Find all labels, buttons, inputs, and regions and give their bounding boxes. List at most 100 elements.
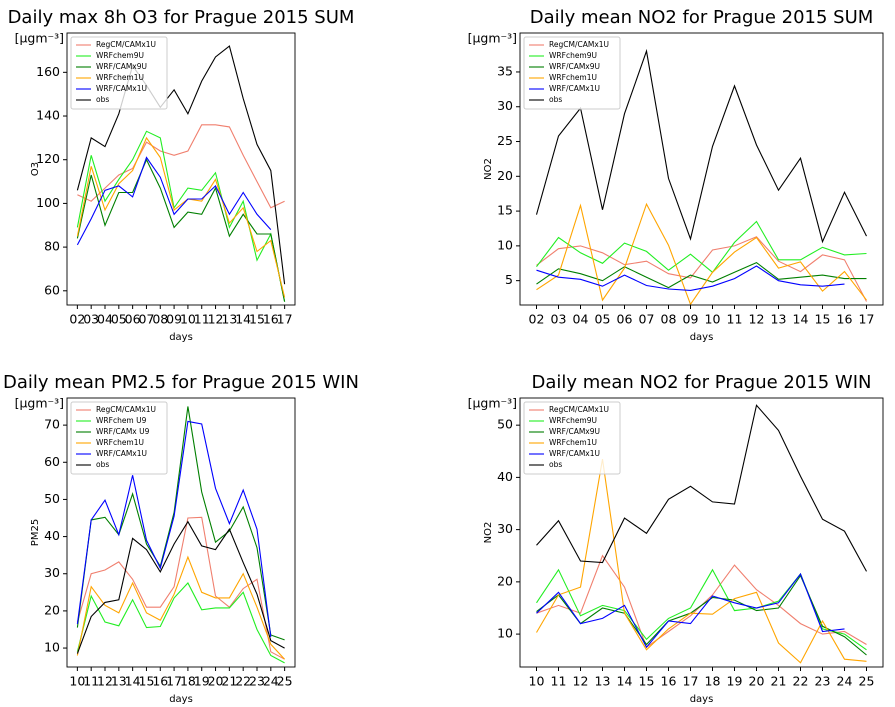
series-line [76,516,285,660]
legend-label: WRFchem9U [549,51,597,60]
y-tick-label: 25 [497,133,513,148]
legend-label: WRF/CAMx9U [549,427,600,436]
chart-title: Daily mean NO2 for Prague 2015 WIN [531,372,871,393]
x-tick-label: 20 [749,674,765,689]
x-tick-label: 10 [529,674,545,689]
x-tick-label: 15 [139,674,155,689]
x-tick-label: 06 [617,312,633,327]
x-tick-label: 08 [152,312,168,327]
x-tick-label: 18 [180,674,196,689]
x-tick-label: 04 [97,312,113,327]
series-line [76,406,285,641]
y-tick-label: 10 [497,626,513,641]
x-tick-label: 15 [249,312,265,327]
y-tick-label: 120 [36,151,60,166]
x-tick-label: 10 [180,312,196,327]
x-tick-label: 20 [208,674,224,689]
x-tick-label: 21 [221,674,237,689]
series-line [536,236,867,302]
x-tick-label: 03 [551,312,567,327]
chart-title: Daily mean NO2 for Prague 2015 SUM [530,7,874,28]
series-line [536,220,867,274]
legend-label: WRF/CAMx1U [549,449,600,458]
series-line [535,48,867,244]
legend-label: obs [96,95,109,104]
unit-label: [μgm⁻³] [468,31,517,46]
x-tick-label: 17 [859,312,875,327]
y-tick-label: 50 [497,417,513,432]
legend-label: obs [96,460,109,469]
subplot: Daily mean PM2.5 for Prague 2015 WIN [μgm… [3,372,359,705]
subplot: Daily mean NO2 for Prague 2015 WIN [μgm⁻³… [468,372,884,705]
legend-label: WRFchem9U [96,51,144,60]
x-tick-label: 06 [125,312,141,327]
x-axis-label: days [690,332,714,343]
x-tick-label: 17 [683,674,699,689]
x-tick-label: 12 [749,312,765,327]
axes-frame [519,397,884,668]
y-tick-label: 80 [44,239,60,254]
series-line [77,124,285,209]
x-tick-label: 22 [235,674,251,689]
y-tick-label: 40 [497,469,513,484]
series-line [536,572,845,649]
legend-label: WRFchem1U [549,73,597,82]
x-tick-label: 16 [661,674,677,689]
x-tick-label: 14 [617,674,633,689]
x-tick-label: 23 [815,674,831,689]
x-tick-label: 15 [815,312,831,327]
x-tick-label: 12 [208,312,224,327]
x-tick-label: 05 [595,312,611,327]
x-tick-label: 05 [111,312,127,327]
subplot: Daily max 8h O3 for Prague 2015 SUM [μgm⁻… [8,7,355,343]
legend-box [70,36,168,110]
series-line [536,574,867,656]
series-line [76,158,286,302]
x-tick-label: 13 [771,312,787,327]
x-axis-label: days [169,332,193,343]
x-tick-label: 13 [595,674,611,689]
x-tick-label: 12 [573,674,589,689]
x-tick-label: 23 [249,674,265,689]
series-line [536,554,867,649]
series-line [76,520,285,654]
series-line [76,156,272,246]
y-tick-label: 30 [497,521,513,536]
x-tick-label: 15 [639,674,655,689]
y-tick-label: 10 [44,640,60,655]
unit-label: [μgm⁻³] [468,396,517,411]
y-tick-label: 40 [44,528,60,543]
x-tick-label: 07 [139,312,155,327]
y-tick-label: 70 [44,417,60,432]
x-tick-label: 14 [125,674,141,689]
x-tick-label: 21 [771,674,787,689]
x-tick-label: 12 [97,674,113,689]
x-tick-label: 04 [573,312,589,327]
y-tick-label: 100 [36,195,60,210]
x-tick-label: 25 [859,674,875,689]
y-tick-label: 30 [44,565,60,580]
x-tick-label: 11 [83,674,99,689]
legend-box [70,401,168,475]
series-line [76,555,286,660]
y-axis-label: O3 [30,162,41,176]
x-tick-label: 13 [221,312,237,327]
y-tick-label: 140 [36,108,60,123]
legend-label: RegCM/CAMx1U [549,405,609,414]
legend-label: WRF/CAMx1U [96,449,147,458]
x-tick-label: 02 [529,312,545,327]
series-line [76,582,285,664]
x-axis-label: days [690,694,714,705]
axes-frame [519,32,884,306]
legend-label: WRF/CAMx1U [549,84,600,93]
x-tick-label: 24 [837,674,853,689]
series-line [536,265,845,291]
x-tick-label: 09 [166,312,182,327]
y-tick-label: 30 [497,98,513,113]
legend-label: WRF/CAMx9U [96,62,147,71]
x-tick-label: 08 [661,312,677,327]
x-tick-label: 02 [69,312,85,327]
x-tick-label: 22 [793,674,809,689]
axes-frame [66,397,296,668]
